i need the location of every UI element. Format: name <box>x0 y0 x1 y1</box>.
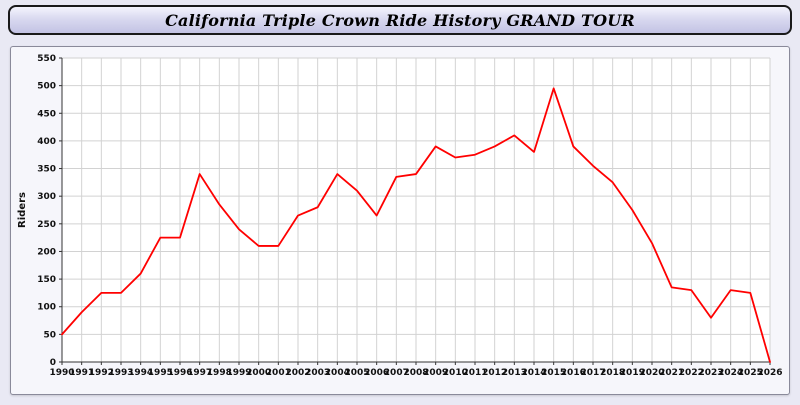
svg-text:2001: 2001 <box>266 368 291 378</box>
svg-text:400: 400 <box>37 137 56 147</box>
svg-text:2006: 2006 <box>364 368 389 378</box>
svg-text:250: 250 <box>37 220 56 230</box>
svg-text:50: 50 <box>43 330 56 340</box>
svg-text:2018: 2018 <box>600 368 625 378</box>
svg-text:2023: 2023 <box>698 368 723 378</box>
svg-text:350: 350 <box>37 165 56 175</box>
ride-history-line-chart: 0501001502002503003504004505005501990199… <box>17 54 783 378</box>
svg-text:500: 500 <box>37 82 56 92</box>
svg-text:100: 100 <box>37 303 56 313</box>
svg-text:1993: 1993 <box>108 368 133 378</box>
svg-text:2020: 2020 <box>639 368 664 378</box>
svg-text:2000: 2000 <box>246 368 271 378</box>
svg-text:2015: 2015 <box>541 368 566 378</box>
svg-text:1999: 1999 <box>226 368 251 378</box>
title-bar: California Triple Crown Ride History GRA… <box>8 5 792 35</box>
svg-text:550: 550 <box>37 54 56 64</box>
svg-text:2025: 2025 <box>738 368 763 378</box>
svg-text:2003: 2003 <box>305 368 330 378</box>
svg-text:2013: 2013 <box>502 368 527 378</box>
svg-text:450: 450 <box>37 109 56 119</box>
svg-text:2017: 2017 <box>580 368 605 378</box>
svg-text:2010: 2010 <box>443 368 468 378</box>
svg-text:1991: 1991 <box>69 368 94 378</box>
svg-text:1998: 1998 <box>207 368 232 378</box>
svg-text:Riders: Riders <box>17 192 28 228</box>
svg-text:1992: 1992 <box>89 368 114 378</box>
svg-text:1990: 1990 <box>49 368 74 378</box>
svg-text:2022: 2022 <box>679 368 704 378</box>
svg-text:2012: 2012 <box>482 368 507 378</box>
svg-text:150: 150 <box>37 275 56 285</box>
svg-text:2014: 2014 <box>521 368 546 378</box>
chart-panel: 0 50 100 150 200 250 300 350 400 450 500 550 1990 199… <box>10 46 790 395</box>
svg-text:2021: 2021 <box>659 368 684 378</box>
svg-text:2011: 2011 <box>462 368 487 378</box>
svg-text:1995: 1995 <box>148 368 173 378</box>
svg-text:2019: 2019 <box>620 368 645 378</box>
svg-text:2004: 2004 <box>325 368 350 378</box>
svg-text:1996: 1996 <box>167 368 192 378</box>
svg-text:200: 200 <box>37 247 56 257</box>
svg-text:2016: 2016 <box>561 368 586 378</box>
svg-text:2008: 2008 <box>403 368 428 378</box>
svg-text:1997: 1997 <box>187 368 212 378</box>
svg-text:2007: 2007 <box>384 368 409 378</box>
svg-text:2026: 2026 <box>757 368 782 378</box>
svg-text:2024: 2024 <box>718 368 743 378</box>
chart-title: California Triple Crown Ride History GRA… <box>165 10 635 30</box>
svg-text:2005: 2005 <box>344 368 369 378</box>
svg-text:2002: 2002 <box>285 368 310 378</box>
svg-text:300: 300 <box>37 192 56 202</box>
svg-text:0: 0 <box>50 358 56 368</box>
svg-text:2009: 2009 <box>423 368 448 378</box>
svg-text:1994: 1994 <box>128 368 153 378</box>
